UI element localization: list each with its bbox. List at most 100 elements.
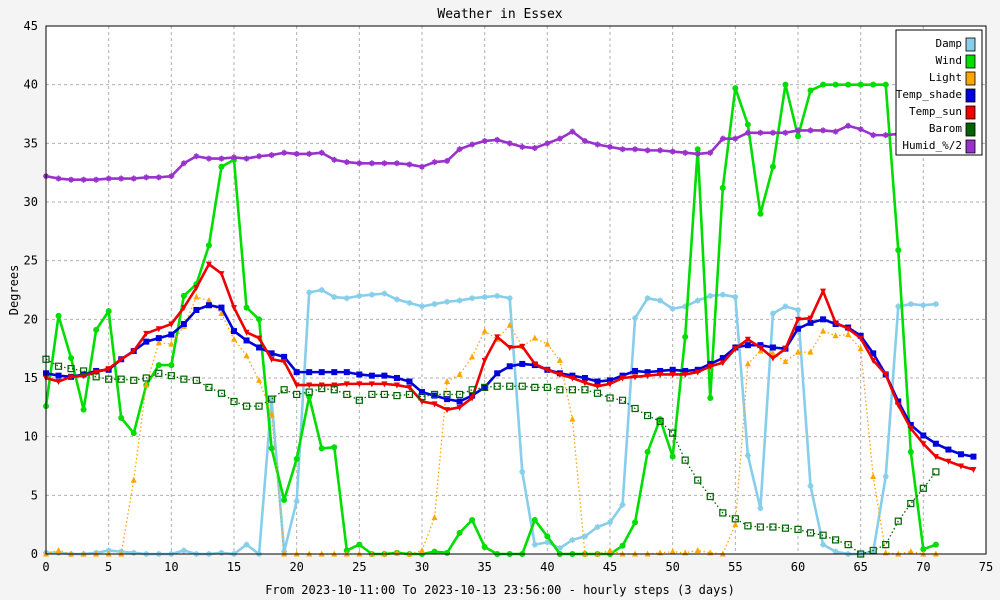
series-line bbox=[45, 296, 936, 555]
data-point bbox=[882, 541, 890, 549]
data-point bbox=[607, 381, 613, 388]
data-point bbox=[682, 149, 689, 156]
data-point bbox=[506, 321, 513, 328]
data-point bbox=[243, 329, 250, 336]
data-point bbox=[707, 149, 714, 156]
data-point bbox=[594, 141, 601, 148]
data-point bbox=[544, 367, 551, 374]
data-point bbox=[669, 148, 676, 155]
data-point bbox=[657, 147, 664, 154]
x-tick-label: 15 bbox=[227, 560, 241, 574]
x-axis-label: From 2023-10-11:00 To 2023-10-13 23:56:0… bbox=[265, 583, 735, 597]
data-point bbox=[656, 417, 664, 426]
data-point bbox=[218, 155, 225, 162]
data-point bbox=[719, 184, 726, 191]
data-point bbox=[168, 340, 175, 347]
legend-swatch[interactable] bbox=[965, 71, 976, 86]
data-point bbox=[519, 360, 526, 367]
data-point bbox=[657, 416, 664, 423]
data-point bbox=[168, 362, 175, 369]
data-point bbox=[819, 531, 827, 539]
data-point bbox=[694, 476, 702, 484]
data-point bbox=[268, 410, 275, 417]
data-point bbox=[807, 319, 814, 326]
data-point bbox=[531, 145, 538, 152]
data-point bbox=[907, 425, 914, 432]
data-point bbox=[632, 519, 639, 526]
data-point bbox=[857, 335, 864, 342]
data-point bbox=[180, 305, 187, 312]
data-point bbox=[469, 516, 476, 523]
data-point bbox=[820, 327, 827, 334]
data-point bbox=[732, 85, 739, 92]
data-point bbox=[619, 501, 626, 508]
data-point bbox=[393, 296, 400, 303]
data-point bbox=[795, 348, 801, 355]
data-point bbox=[669, 429, 677, 437]
data-point bbox=[795, 325, 801, 332]
data-point bbox=[105, 547, 112, 554]
data-point bbox=[356, 381, 363, 388]
data-point bbox=[306, 150, 313, 157]
data-point bbox=[832, 548, 839, 555]
data-point bbox=[243, 541, 250, 548]
data-point bbox=[920, 432, 927, 439]
data-point bbox=[782, 129, 789, 136]
data-point bbox=[444, 407, 451, 414]
data-point bbox=[268, 350, 275, 357]
data-point bbox=[54, 362, 63, 370]
x-tick-label: 55 bbox=[728, 560, 742, 574]
data-point bbox=[381, 372, 388, 379]
legend-swatch[interactable] bbox=[965, 54, 976, 69]
data-point bbox=[368, 291, 375, 298]
data-point bbox=[143, 381, 150, 388]
legend-swatch[interactable] bbox=[965, 37, 976, 52]
data-point bbox=[832, 320, 839, 327]
data-point bbox=[318, 287, 325, 293]
data-point bbox=[193, 306, 200, 313]
y-tick-label: 20 bbox=[24, 312, 38, 326]
data-point bbox=[569, 128, 576, 135]
data-point bbox=[431, 159, 438, 166]
data-point bbox=[731, 515, 739, 523]
data-point bbox=[769, 129, 776, 136]
data-point bbox=[845, 81, 852, 88]
data-point bbox=[306, 289, 313, 296]
legend-swatch[interactable] bbox=[965, 88, 976, 103]
legend[interactable]: Damp Wind Light Temp_shade Temp_sun Barom Humi… bbox=[895, 29, 983, 156]
data-point bbox=[795, 127, 801, 134]
data-point bbox=[67, 365, 75, 373]
x-tick-label: 30 bbox=[415, 560, 429, 574]
y-tick-label: 5 bbox=[31, 488, 38, 502]
data-point bbox=[744, 336, 751, 343]
data-point bbox=[757, 344, 764, 351]
data-point bbox=[594, 383, 601, 390]
data-point bbox=[644, 369, 651, 376]
data-point bbox=[205, 242, 212, 249]
data-point bbox=[481, 294, 488, 301]
legend-label: Temp_sun bbox=[909, 105, 962, 118]
data-point bbox=[306, 369, 313, 376]
data-point bbox=[782, 303, 789, 310]
data-point bbox=[581, 386, 589, 394]
data-point bbox=[293, 498, 300, 505]
data-point bbox=[456, 370, 463, 377]
legend-swatch[interactable] bbox=[965, 122, 976, 137]
data-point bbox=[682, 333, 689, 340]
data-point bbox=[79, 367, 88, 375]
data-point bbox=[757, 210, 764, 217]
data-point bbox=[920, 441, 927, 448]
data-point bbox=[167, 372, 175, 380]
data-point bbox=[569, 375, 576, 382]
data-point bbox=[594, 524, 601, 531]
data-point bbox=[682, 303, 689, 310]
data-point bbox=[281, 359, 288, 366]
data-point bbox=[769, 310, 776, 317]
legend-swatch[interactable] bbox=[965, 139, 976, 154]
data-point bbox=[607, 143, 613, 150]
data-point bbox=[256, 316, 263, 323]
legend-swatch[interactable] bbox=[965, 105, 976, 120]
data-point bbox=[218, 304, 225, 311]
data-point bbox=[618, 396, 627, 404]
data-point bbox=[845, 331, 852, 338]
